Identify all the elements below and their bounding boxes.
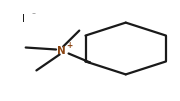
Text: +: +	[66, 41, 72, 49]
Text: I: I	[22, 14, 25, 24]
Text: N: N	[57, 45, 66, 56]
Text: ⁻: ⁻	[32, 11, 36, 20]
